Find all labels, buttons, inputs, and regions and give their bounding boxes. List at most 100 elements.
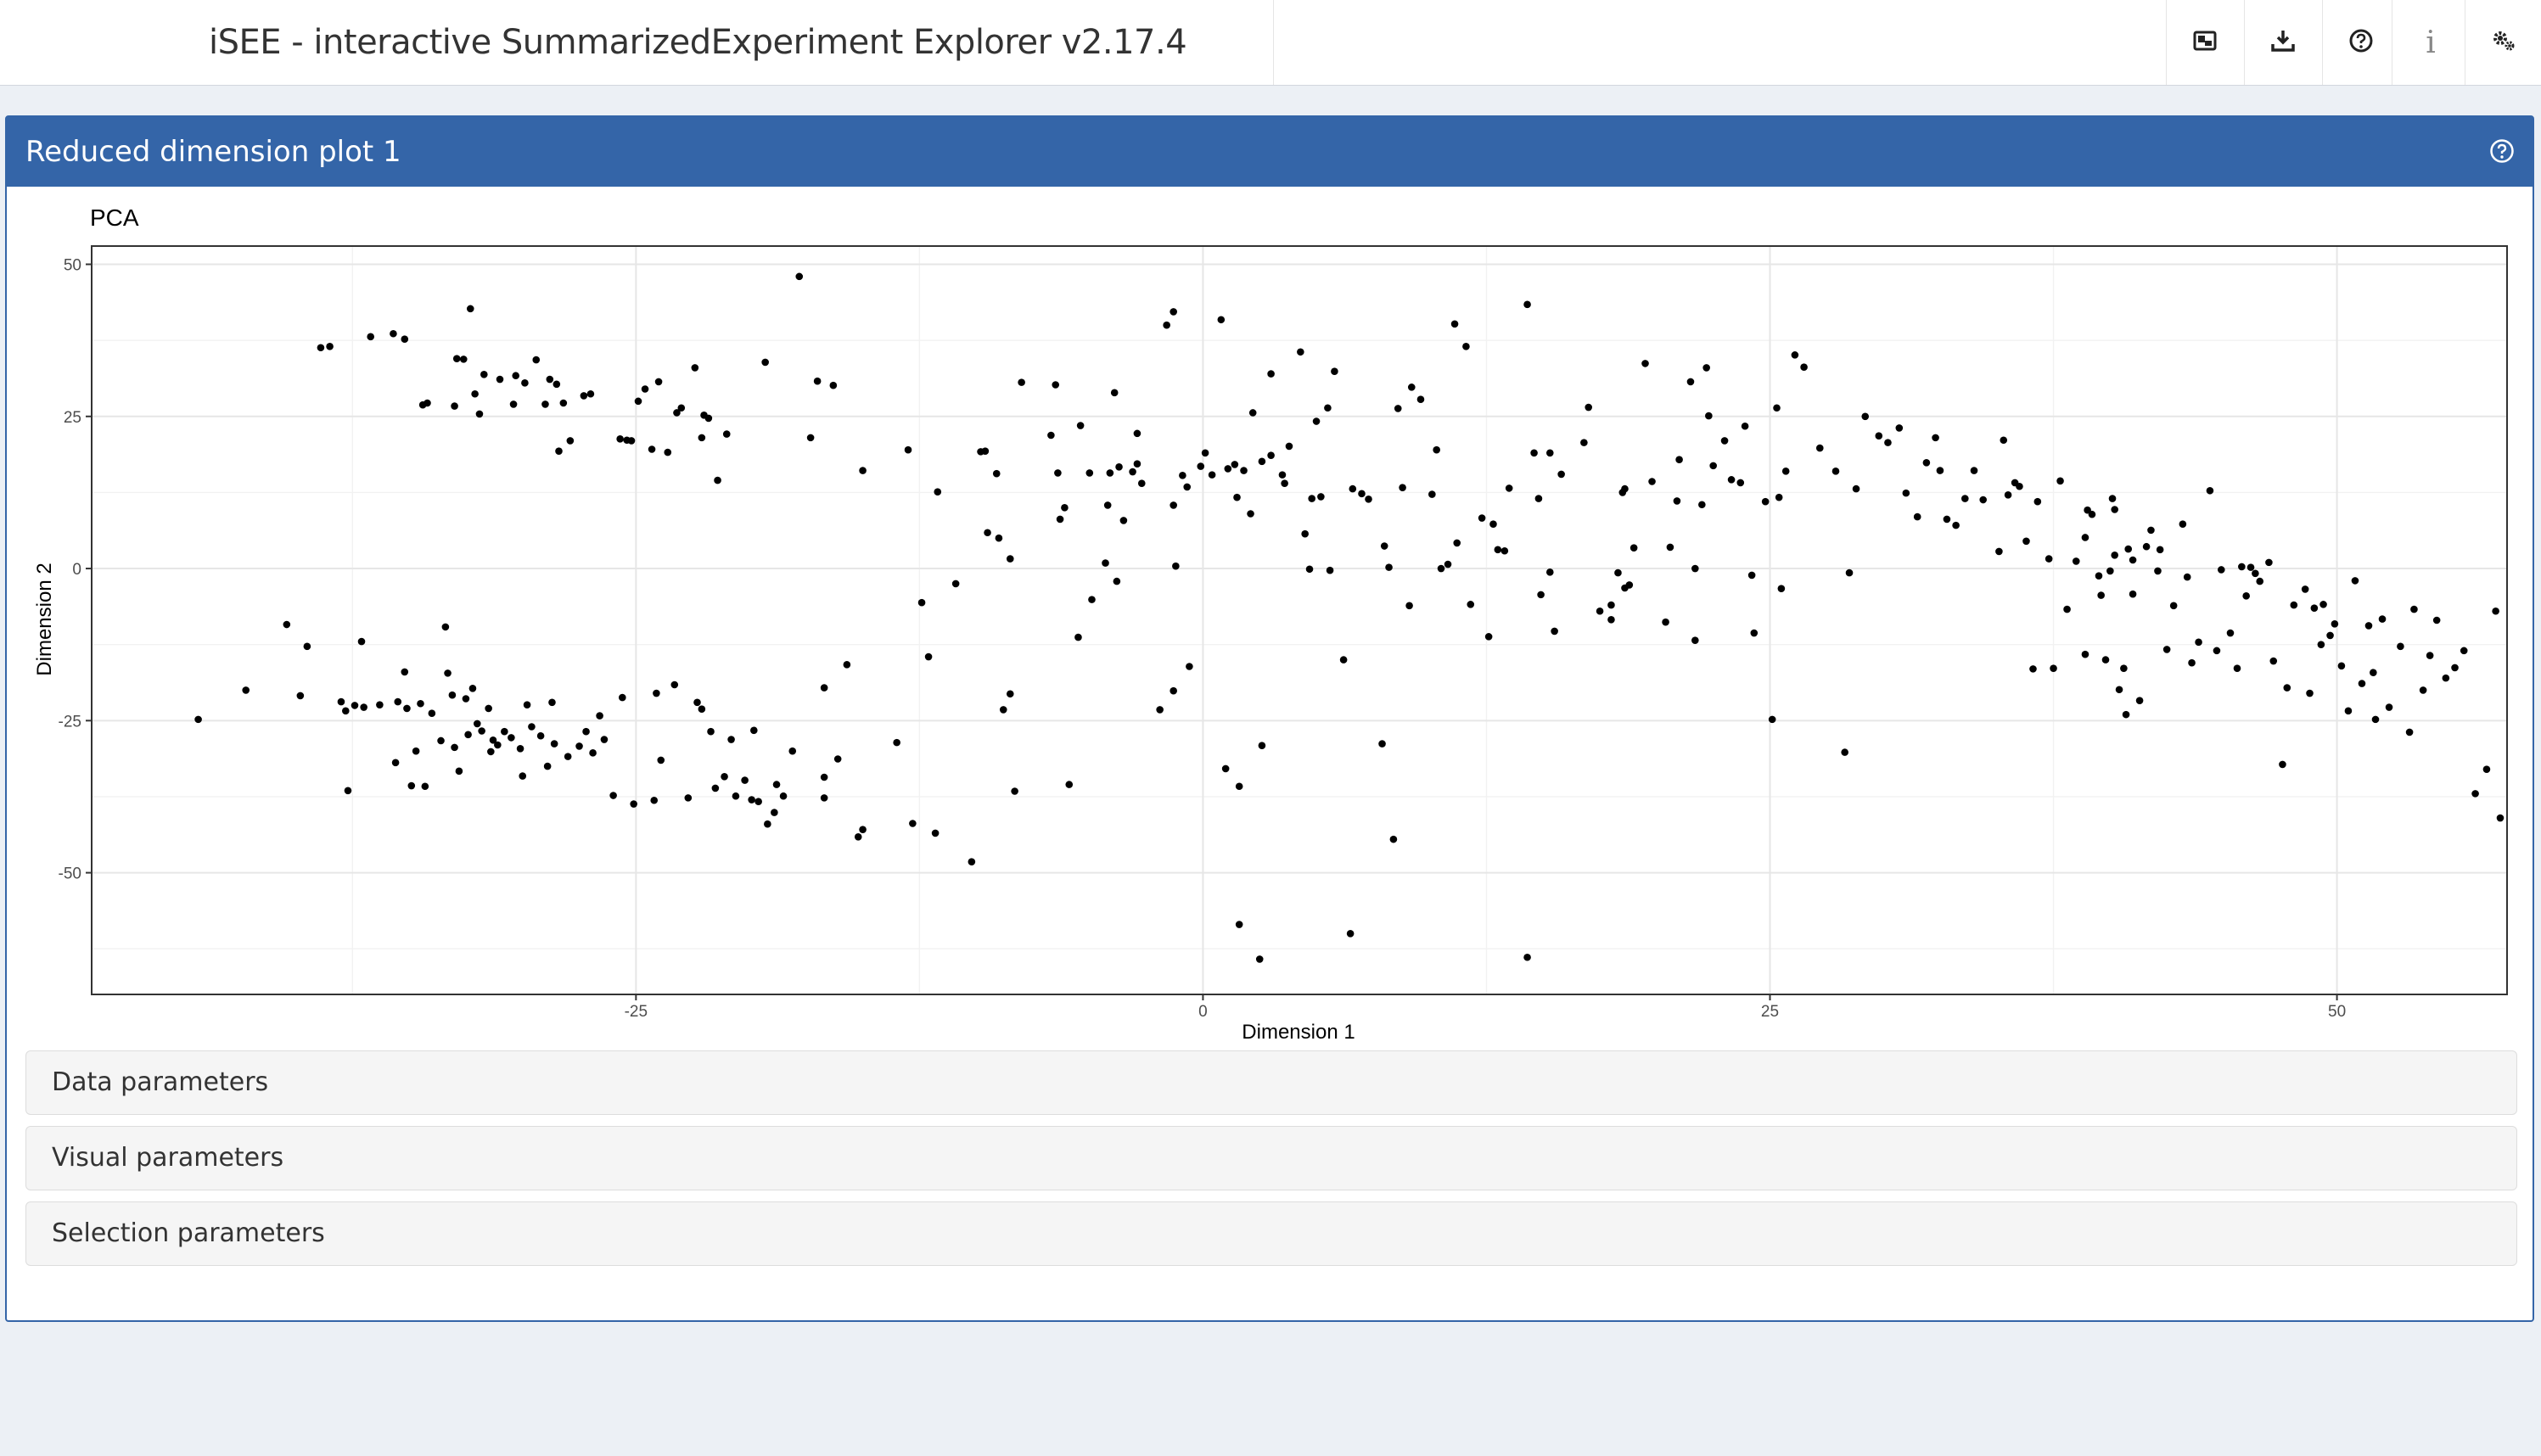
data-point xyxy=(1433,445,1440,454)
data-point xyxy=(1183,483,1192,491)
data-point xyxy=(1467,601,1475,608)
data-point xyxy=(727,736,735,743)
data-point xyxy=(732,792,740,800)
data-point xyxy=(2147,526,2155,535)
data-point xyxy=(2242,592,2250,600)
data-point xyxy=(1385,563,1393,571)
data-point xyxy=(1240,467,1248,474)
data-point xyxy=(1056,515,1064,524)
data-point xyxy=(893,738,900,747)
data-point xyxy=(1580,439,1588,446)
data-point xyxy=(904,445,912,454)
data-point xyxy=(1444,560,1452,568)
data-point xyxy=(417,699,424,708)
data-point xyxy=(2120,664,2128,672)
data-point xyxy=(455,767,463,776)
x-tick-label: -25 xyxy=(625,1003,648,1021)
navbar-divider xyxy=(1273,0,1274,85)
data-point xyxy=(586,389,595,398)
data-point xyxy=(664,448,672,456)
data-point xyxy=(693,698,701,707)
data-point xyxy=(1895,424,1904,432)
export-button[interactable] xyxy=(2166,0,2243,85)
plot-area[interactable]: PCA Dimension 1 Dimension 2 -25 0 25 50 50 25… xyxy=(7,187,2533,1162)
data-point xyxy=(2095,572,2103,580)
data-point xyxy=(485,704,492,713)
data-point xyxy=(1047,431,1055,440)
data-point xyxy=(1736,479,1745,487)
data-point xyxy=(698,705,706,713)
data-point xyxy=(820,684,828,692)
panel-help-icon[interactable] xyxy=(2488,137,2516,165)
data-point xyxy=(1741,422,1749,430)
data-point xyxy=(917,598,926,607)
data-point xyxy=(2279,760,2286,769)
download-button[interactable] xyxy=(2244,0,2321,85)
download-icon xyxy=(2269,27,2297,59)
data-point xyxy=(1235,921,1243,928)
data-point xyxy=(1775,493,1783,501)
data-point xyxy=(451,402,458,410)
data-point xyxy=(820,773,828,781)
info-button[interactable]: i xyxy=(2392,0,2469,85)
data-point xyxy=(494,741,502,749)
data-point xyxy=(564,753,572,760)
data-point xyxy=(536,731,545,740)
data-point xyxy=(2290,601,2298,609)
data-point xyxy=(1278,471,1287,479)
data-point xyxy=(452,355,461,362)
data-point xyxy=(589,749,597,757)
data-point xyxy=(2217,566,2225,574)
data-point xyxy=(1625,581,1634,589)
data-point xyxy=(1922,458,1931,467)
data-point xyxy=(2162,646,2171,653)
data-point xyxy=(2319,601,2327,608)
data-point xyxy=(931,829,940,837)
data-point xyxy=(684,794,693,802)
data-point xyxy=(519,772,527,780)
data-point xyxy=(451,743,458,752)
data-point xyxy=(1494,546,1502,554)
settings-button[interactable] xyxy=(2465,0,2541,85)
data-point xyxy=(543,762,552,770)
data-point xyxy=(1052,381,1060,389)
data-point xyxy=(2238,563,2246,571)
data-point xyxy=(2370,669,2377,676)
data-point xyxy=(1061,504,1069,512)
data-parameters-accordion[interactable]: Data parameters xyxy=(25,1050,2517,1115)
data-point xyxy=(2179,520,2187,529)
data-point xyxy=(1301,529,1309,538)
selection-parameters-accordion[interactable]: Selection parameters xyxy=(25,1201,2517,1266)
data-point xyxy=(1221,764,1230,773)
data-point xyxy=(337,697,345,706)
data-point xyxy=(1902,489,1910,497)
data-point xyxy=(1233,493,1241,501)
data-point xyxy=(1437,564,1445,573)
data-point xyxy=(951,580,960,588)
data-point xyxy=(691,364,699,372)
data-point xyxy=(648,445,656,453)
data-point xyxy=(2122,710,2130,719)
data-point xyxy=(1913,512,1921,521)
data-point xyxy=(750,726,758,735)
visual-parameters-accordion[interactable]: Visual parameters xyxy=(25,1126,2517,1190)
data-point xyxy=(1666,543,1674,552)
pca-scatter-plot[interactable]: PCA Dimension 1 Dimension 2 -25 0 25 50 50 25… xyxy=(7,187,2533,1162)
data-point xyxy=(523,701,531,708)
data-point xyxy=(424,399,431,407)
data-point xyxy=(1317,493,1325,501)
data-point xyxy=(1102,559,1109,567)
data-point xyxy=(1258,742,1266,750)
data-point xyxy=(1675,456,1683,463)
data-point xyxy=(1172,562,1180,570)
data-point xyxy=(677,404,686,412)
data-point xyxy=(1103,501,1112,509)
data-point xyxy=(1852,484,1860,493)
data-point xyxy=(627,437,636,445)
data-point xyxy=(1267,451,1275,459)
y-axis-label: Dimension 2 xyxy=(33,563,56,675)
data-point xyxy=(1450,320,1459,328)
help-button[interactable] xyxy=(2322,0,2399,85)
data-point xyxy=(1702,364,1710,372)
data-point xyxy=(478,727,485,735)
